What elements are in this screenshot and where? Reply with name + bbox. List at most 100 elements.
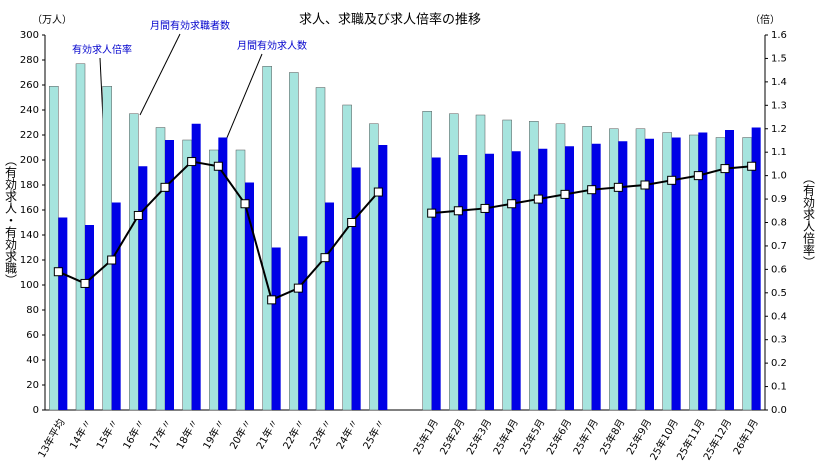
ratio-marker xyxy=(667,175,677,185)
y2-tick-label: 0.3 xyxy=(771,335,787,346)
bar xyxy=(191,123,201,410)
ratio-marker xyxy=(613,182,623,192)
bar xyxy=(431,157,441,410)
y-tick-label: 100 xyxy=(20,280,39,291)
ratio-marker xyxy=(373,187,383,197)
bar xyxy=(325,202,334,410)
bar xyxy=(165,140,174,410)
ratio-marker xyxy=(560,189,570,199)
bar xyxy=(138,166,148,410)
bar xyxy=(49,86,59,411)
bar xyxy=(538,148,548,410)
chart-title: 求人、求職及び求人倍率の推移 xyxy=(299,12,481,28)
y-tick-label: 220 xyxy=(20,130,39,141)
ratio-marker xyxy=(80,278,90,288)
bar xyxy=(662,132,672,411)
bar xyxy=(742,137,752,411)
bar xyxy=(502,119,512,411)
y2-tick-label: 0.7 xyxy=(771,241,787,252)
ratio-marker xyxy=(587,185,597,195)
ratio-marker xyxy=(453,206,463,216)
y-tick-label: 20 xyxy=(26,380,39,391)
bar xyxy=(218,137,228,410)
bar xyxy=(485,153,494,410)
bar xyxy=(751,127,761,410)
x-tick-label: 15年〃 xyxy=(93,417,121,452)
bar xyxy=(582,126,592,411)
x-tick-label: 25年4月 xyxy=(490,417,521,457)
x-tick-label: 25年2月 xyxy=(437,417,468,457)
y2-tick-label: 0.0 xyxy=(771,405,787,416)
y2-tick-label: 1.2 xyxy=(771,124,787,135)
y-tick-label: 240 xyxy=(20,105,39,116)
x-tick-label: 25年7月 xyxy=(570,417,601,457)
y-tick-label: 140 xyxy=(20,230,39,241)
y-tick-label: 60 xyxy=(26,330,39,341)
y-tick-label: 180 xyxy=(20,180,39,191)
ratio-marker xyxy=(267,295,277,305)
bar xyxy=(369,123,379,411)
annotation: 月間有効求職者数 xyxy=(150,19,230,32)
y2-tick-label: 0.1 xyxy=(771,382,787,393)
bar xyxy=(458,155,468,410)
y-tick-label: 120 xyxy=(20,255,39,266)
bar xyxy=(85,225,94,410)
ratio-marker xyxy=(347,218,357,227)
ratio-marker xyxy=(293,283,303,293)
bar xyxy=(511,151,521,410)
y-tick-label: 280 xyxy=(20,55,39,66)
y2-tick-label: 1.4 xyxy=(771,77,787,88)
bar xyxy=(378,145,388,410)
y-tick-label: 80 xyxy=(26,305,39,316)
ratio-marker xyxy=(640,180,650,190)
x-tick-label: 25年9月 xyxy=(623,417,654,457)
bar xyxy=(182,139,192,411)
bar xyxy=(555,123,566,411)
y-tick-label: 160 xyxy=(20,205,39,216)
bar xyxy=(58,217,68,410)
annotation: 有効求人倍率 xyxy=(72,43,132,56)
ratio-marker xyxy=(160,182,170,192)
bar xyxy=(315,87,326,411)
bar xyxy=(245,182,254,410)
y-tick-label: 0 xyxy=(33,405,39,416)
x-tick-label: 18年〃 xyxy=(173,417,201,452)
y2-tick-label: 0.2 xyxy=(771,358,787,369)
bar xyxy=(129,113,139,411)
bar xyxy=(715,137,726,411)
y-tick-label: 200 xyxy=(20,155,39,166)
ratio-marker xyxy=(320,253,330,263)
bar xyxy=(671,137,681,410)
y2-unit: （倍） xyxy=(750,13,780,26)
y-tick-label: 40 xyxy=(26,355,39,366)
bar xyxy=(111,202,121,410)
y2-tick-label: 0.5 xyxy=(771,288,787,299)
leader-line xyxy=(225,53,263,141)
bar xyxy=(565,146,574,410)
x-tick-label: 25年3月 xyxy=(463,417,494,457)
x-tick-label: 13年平均 xyxy=(35,417,68,461)
leader-line xyxy=(139,33,181,116)
bar xyxy=(271,247,281,410)
ratio-marker xyxy=(187,157,197,167)
y-tick-label: 260 xyxy=(20,80,39,91)
x-tick-label: 24年〃 xyxy=(333,417,361,452)
bar xyxy=(591,143,601,410)
x-tick-label: 16年〃 xyxy=(120,417,148,452)
y2-label: （有効求人倍率） xyxy=(802,172,816,268)
ratio-marker xyxy=(747,161,757,171)
ratio-marker xyxy=(720,164,730,174)
ratio-marker xyxy=(533,194,543,204)
y2-tick-label: 0.8 xyxy=(771,218,787,229)
bar xyxy=(351,167,361,410)
bar xyxy=(645,138,654,410)
bar xyxy=(209,149,219,411)
y2-tick-label: 0.4 xyxy=(771,311,787,322)
x-tick-label: 19年〃 xyxy=(200,417,228,452)
bar xyxy=(342,104,352,411)
y2-tick-label: 1.5 xyxy=(771,53,787,64)
y2-tick-label: 1.3 xyxy=(771,100,787,111)
x-tick-label: 25年8月 xyxy=(597,417,628,457)
bar xyxy=(529,121,539,411)
ratio-marker xyxy=(693,171,703,181)
